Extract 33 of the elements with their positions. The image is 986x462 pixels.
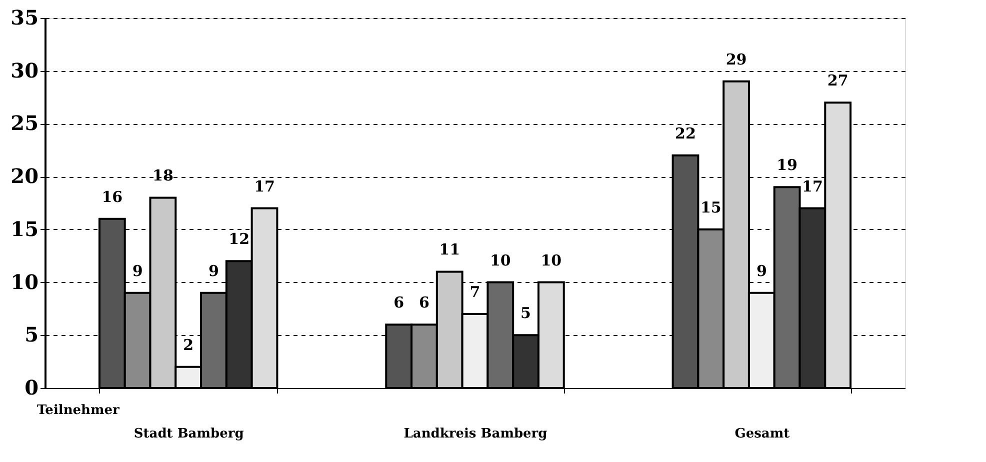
y-tick-label: 25 <box>10 111 38 136</box>
data-label: 16 <box>102 188 123 206</box>
data-label: 12 <box>228 230 250 248</box>
data-label: 7 <box>470 283 480 301</box>
data-label: 18 <box>152 166 174 185</box>
x-tick-label: Stadt Bamberg <box>134 426 244 442</box>
text: Teilnehmer <box>37 403 120 418</box>
data-label: 6 <box>394 294 404 312</box>
y-tick-label: 30 <box>10 58 38 82</box>
data-label: 17 <box>254 177 275 196</box>
data-label: 5 <box>520 304 531 322</box>
y-tick-label: 5 <box>24 322 38 347</box>
data-label: 9 <box>132 262 143 280</box>
data-label: 11 <box>439 240 460 259</box>
data-label: 6 <box>419 294 430 312</box>
x-tick-label: Landkreis Bamberg <box>404 426 548 442</box>
x-tick-label: Gesamt <box>734 426 790 442</box>
data-label: 29 <box>726 50 747 68</box>
data-label: 15 <box>700 198 722 216</box>
data-label: 17 <box>802 177 823 196</box>
data-label: 10 <box>540 251 562 270</box>
y-tick-label: 35 <box>10 6 38 30</box>
data-label: 2 <box>183 336 194 354</box>
data-label: 19 <box>776 156 798 174</box>
y-tick-label: 15 <box>10 216 38 241</box>
data-label: 27 <box>827 72 848 90</box>
data-label: 10 <box>490 251 511 270</box>
y-tick-label: 10 <box>10 270 38 294</box>
data-label: 22 <box>675 124 696 142</box>
y-tick-label: 20 <box>10 164 38 188</box>
data-label: 9 <box>756 262 767 280</box>
data-label: 9 <box>208 262 219 280</box>
y-tick-label: 0 <box>24 376 38 400</box>
